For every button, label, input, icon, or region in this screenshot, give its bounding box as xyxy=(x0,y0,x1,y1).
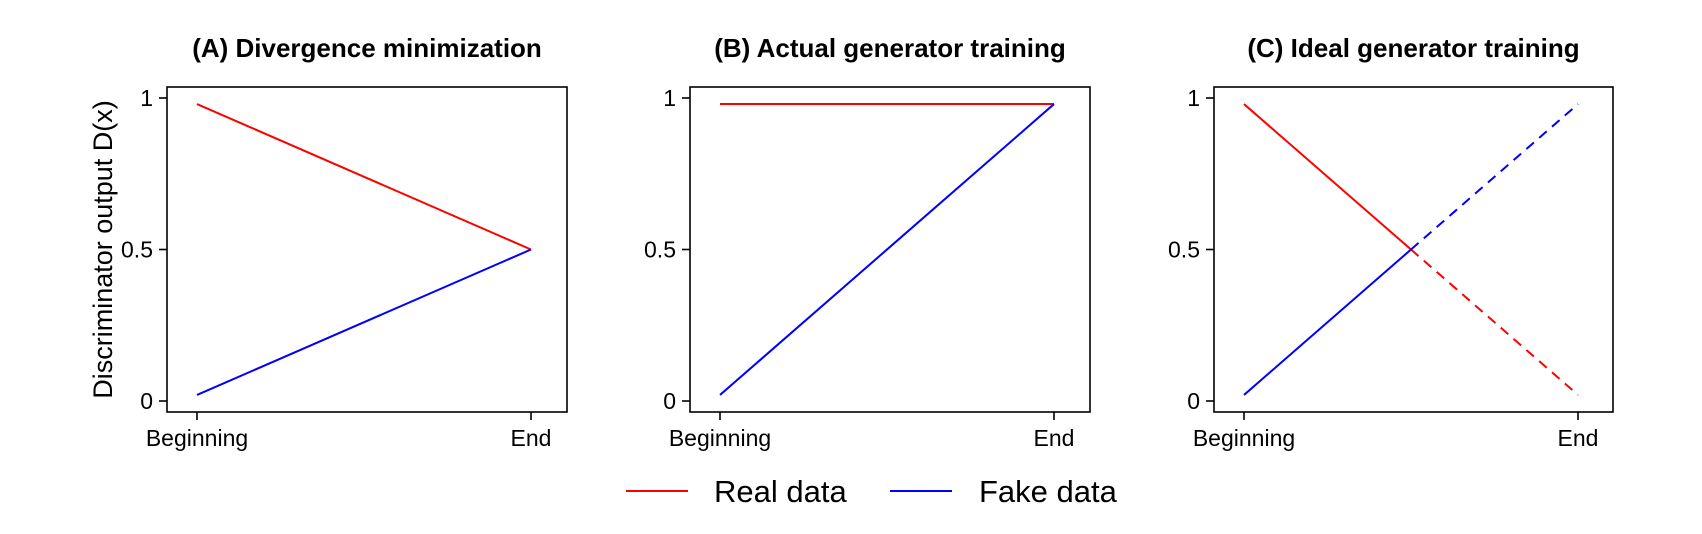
panel-title: (B) Actual generator training xyxy=(714,33,1066,63)
real-data-line xyxy=(1243,103,1412,251)
x-tick-label: End xyxy=(511,425,552,451)
panel-1: (B) Actual generator training 0 0.5 1 Beginn… xyxy=(644,33,1091,451)
y-tick-label: 0.5 xyxy=(644,237,676,263)
y-tick-label: 1 xyxy=(1187,85,1200,111)
y-tick-label: 0 xyxy=(663,388,676,414)
fake-data-line xyxy=(196,248,532,396)
panel-0: (A) Divergence minimization 0 0.5 1 Beginnin… xyxy=(88,33,568,451)
y-tick-label: 1 xyxy=(663,85,676,111)
y-tick-label: 0.5 xyxy=(1168,237,1200,263)
plot-frame xyxy=(1213,86,1614,413)
legend-label-fake-data: Fake data xyxy=(979,474,1118,509)
fake-data-line xyxy=(719,103,1055,396)
legend-label-real-data: Real data xyxy=(714,474,847,509)
fake-data-line xyxy=(1243,248,1412,396)
x-tick-label: End xyxy=(1558,425,1599,451)
fake-data-line-dashed xyxy=(1410,103,1579,251)
legend: Real data Fake data xyxy=(626,474,1118,509)
real-data-line xyxy=(196,103,532,251)
y-tick-label: 0.5 xyxy=(121,237,153,263)
x-tick-label: Beginning xyxy=(1193,425,1295,451)
x-tick-label: Beginning xyxy=(146,425,248,451)
y-axis-label: Discriminator output D(x) xyxy=(88,100,118,399)
panel-title: (A) Divergence minimization xyxy=(192,33,542,63)
panel-2: (C) Ideal generator training 0 0.5 1 Beginni… xyxy=(1168,33,1614,451)
x-tick-label: End xyxy=(1034,425,1075,451)
real-data-line-dashed xyxy=(1410,248,1579,396)
panel-title: (C) Ideal generator training xyxy=(1247,33,1579,63)
y-tick-label: 0 xyxy=(1187,388,1200,414)
y-tick-label: 1 xyxy=(140,85,153,111)
y-tick-label: 0 xyxy=(140,388,153,414)
plot-frame xyxy=(689,86,1091,413)
x-tick-label: Beginning xyxy=(669,425,771,451)
plot-frame xyxy=(166,86,568,413)
